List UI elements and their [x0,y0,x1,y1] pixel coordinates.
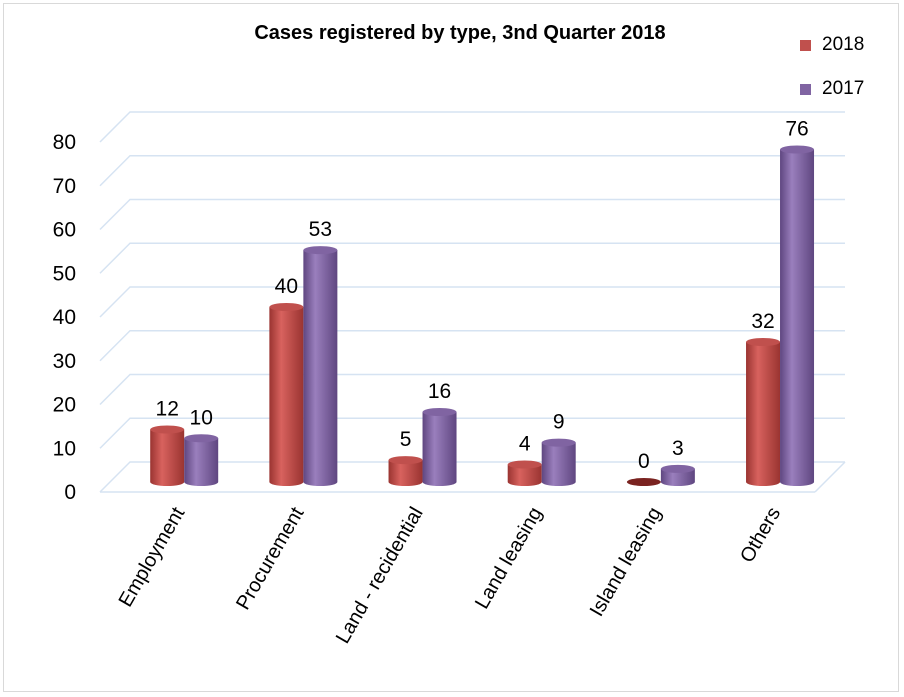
data-label: 5 [400,428,412,451]
y-tick-label: 60 [53,219,76,242]
data-label: 16 [428,380,451,403]
data-label: 32 [751,310,774,333]
gridlines [99,111,846,493]
legend-label-2017: 2017 [822,78,865,99]
floor-side-edge [814,461,846,493]
y-tick-label: 70 [53,175,76,198]
x-tick-label: Land - recidential [332,504,428,648]
x-tick-label: Others [736,504,785,567]
gridline [99,286,845,318]
gridline [99,417,845,449]
legend-label-2018: 2018 [822,34,865,55]
data-label: 10 [190,406,213,429]
data-label: 4 [519,433,531,456]
gridline [99,198,845,231]
gridline [99,373,845,406]
bar-2017-land-recidential [422,408,457,486]
data-label: 40 [275,275,298,298]
data-label: 0 [638,450,650,473]
legend-swatch-2018 [800,40,811,51]
gridline [99,155,845,187]
y-tick-label: 0 [64,481,76,504]
y-tick-label: 10 [53,437,76,460]
gridline [99,242,845,274]
gridline [99,461,845,493]
x-tick-label: Land leasing [471,504,547,613]
data-label: 9 [553,411,565,434]
bar-2018-land-recidential [388,456,423,486]
chart-title: Cases registered by type, 3nd Quarter 20… [254,22,666,44]
y-tick-label: 30 [53,350,76,373]
bar-2017-land-leasing [541,438,576,486]
bar-2018-land-leasing [507,460,542,486]
y-tick-label: 20 [53,394,76,417]
bar-2018-procurement [269,303,304,486]
x-axis: Employment Procurement Land - recidential L… [115,503,785,647]
data-label: 53 [309,218,332,241]
bar-2018-others [746,338,781,486]
bar-2017-others [780,145,815,486]
legend-swatch-2017 [800,84,811,95]
y-tick-label: 50 [53,262,76,285]
x-tick-label: Island leasing [586,504,666,621]
gridline [99,330,845,362]
y-tick-label: 40 [53,306,76,329]
x-tick-label: Employment [115,503,190,611]
data-label: 76 [785,118,808,141]
bar-2018-employment [150,425,185,486]
y-axis: 0 10 20 30 40 50 60 70 80 [53,131,76,504]
x-tick-label: Procurement [232,503,309,614]
y-tick-label: 80 [53,131,76,154]
bar-2017-island-leasing [660,464,695,486]
data-labels: 12 10 40 53 5 16 49 03 32 76 [156,118,809,474]
bar-2017-employment [184,434,219,486]
data-label: 3 [672,437,684,460]
gridline [99,111,845,143]
bar-2018-island-leasing [626,478,661,486]
bar-2017-procurement [303,246,338,486]
data-label: 12 [156,398,179,421]
bars [150,145,815,486]
